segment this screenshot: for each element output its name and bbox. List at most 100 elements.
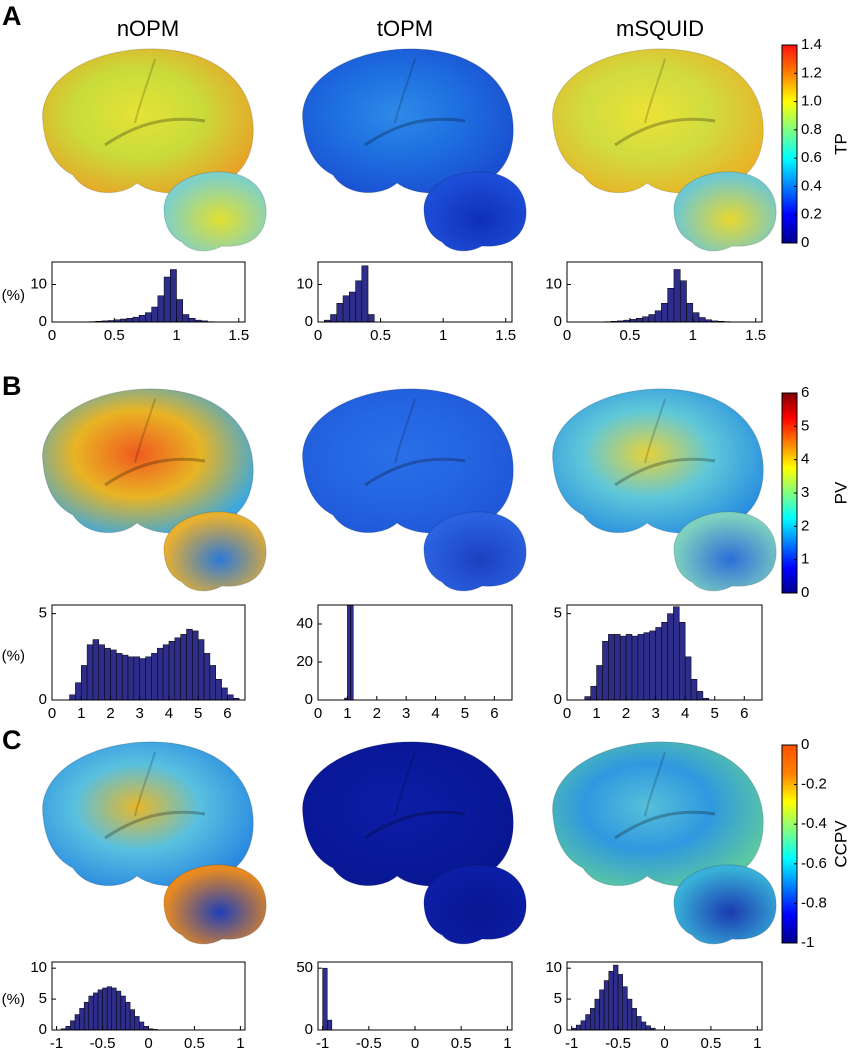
histogram-bar — [584, 696, 591, 701]
x-tick-label: 0 — [563, 705, 571, 722]
brain-medial — [163, 171, 267, 252]
histogram-bar — [69, 694, 76, 701]
y-tick-label: 10 — [545, 959, 562, 976]
histogram-bar — [654, 310, 662, 323]
x-tick-label: 6 — [223, 705, 231, 722]
x-tick-label: 0.5 — [104, 327, 125, 344]
colorbar-label: TP — [831, 133, 850, 155]
histogram-bar — [145, 312, 152, 323]
histogram-bar — [342, 295, 350, 323]
brain-sulcus — [614, 810, 716, 840]
x-tick-label: 6 — [740, 705, 748, 722]
brain-sulcus — [134, 398, 156, 464]
brain — [552, 388, 777, 592]
axis-frame — [51, 261, 246, 323]
histogram-bar — [102, 987, 108, 1031]
histogram-bar — [661, 303, 668, 323]
x-tick-label: 0 — [314, 705, 322, 722]
histogram-bar — [627, 998, 633, 1031]
histogram-bar — [643, 632, 650, 701]
axis-frame — [566, 604, 763, 701]
histogram-bar — [631, 1008, 637, 1031]
y-tick-label: 5 — [39, 990, 47, 1007]
colorbar-tick-label: 0 — [801, 736, 809, 753]
y-axis-label: (%) — [2, 647, 25, 664]
histogram-bar — [636, 1016, 642, 1031]
brain-sulcus — [104, 810, 206, 840]
y-tick-label: 40 — [296, 615, 313, 632]
panel-label: C — [2, 725, 22, 755]
histogram-bar — [106, 986, 112, 1031]
histogram-bar — [111, 987, 117, 1031]
y-tick-label: 5 — [554, 990, 562, 1007]
brain-medial — [423, 171, 527, 252]
x-tick-label: 2 — [106, 705, 114, 722]
x-tick-label: -1 — [50, 1035, 63, 1050]
panel-label: B — [2, 371, 22, 401]
histogram-bar — [188, 318, 196, 323]
histogram-bar — [121, 654, 129, 701]
x-tick-label: 0 — [48, 705, 56, 722]
x-tick-label: 2 — [373, 705, 381, 722]
histogram-bar — [139, 658, 146, 701]
y-tick-label: 10 — [30, 959, 47, 976]
brain-sulcus — [364, 457, 466, 487]
histogram-bar — [349, 291, 356, 323]
x-tick-label: 5 — [711, 705, 719, 722]
x-tick-label: 0.5 — [184, 1035, 205, 1050]
x-tick-label: 6 — [490, 705, 498, 722]
histogram-bar — [350, 604, 354, 701]
brain — [302, 48, 527, 252]
histogram-bar — [86, 644, 94, 701]
x-tick-label: 3 — [402, 705, 410, 722]
column-title: mSQUID — [616, 16, 704, 41]
histogram-bar — [679, 280, 687, 323]
x-tick-label: 1 — [753, 1035, 761, 1050]
histogram-bar — [209, 665, 217, 701]
histogram-bar — [602, 641, 609, 701]
y-tick-label: 0 — [39, 313, 47, 330]
y-tick-label: 0 — [554, 691, 562, 708]
y-tick-label: 10 — [296, 275, 313, 292]
histogram-bar — [635, 318, 643, 323]
colorbar-tick-label: 3 — [801, 484, 809, 501]
histogram-bar — [326, 1019, 333, 1031]
x-tick-label: -0.5 — [90, 1035, 116, 1050]
x-tick-label: 4 — [431, 705, 439, 722]
histogram-bar — [590, 685, 597, 701]
x-tick-label: 1 — [77, 705, 85, 722]
x-tick-label: 1.5 — [228, 327, 249, 344]
histogram-bar — [589, 1008, 596, 1031]
histogram-bar — [631, 635, 639, 701]
y-tick-label: 0 — [554, 1021, 562, 1038]
axis-frame — [317, 961, 513, 1031]
x-tick-label: 0 — [314, 327, 322, 344]
histogram-bar — [151, 306, 159, 323]
colorbar-tick-label: -0.8 — [801, 894, 827, 911]
colorbar-tick-label: 0.8 — [801, 121, 822, 138]
histogram-bar — [83, 1001, 90, 1031]
brain-medial — [163, 864, 267, 945]
histogram-bar — [162, 644, 170, 701]
histogram-bar — [690, 679, 698, 701]
histogram-bar — [98, 644, 105, 701]
colorbar-label: PV — [831, 481, 850, 504]
histogram-bar — [80, 665, 88, 701]
y-tick-label: 0 — [305, 313, 313, 330]
histogram-bar — [138, 315, 146, 323]
brain — [302, 741, 527, 945]
brain-sulcus — [644, 398, 666, 464]
brain-medial — [423, 864, 527, 945]
y-tick-label: 0 — [305, 691, 313, 708]
histogram-bar — [684, 656, 692, 701]
histogram-bar — [667, 288, 675, 323]
histogram-bar — [75, 682, 82, 701]
histogram-bar — [182, 314, 190, 323]
histogram-bar — [361, 265, 369, 323]
colorbar-tick-label: 0.4 — [801, 177, 822, 194]
histogram-bar — [133, 656, 140, 701]
histogram-bar — [673, 606, 680, 701]
histogram-bar — [180, 634, 187, 701]
histogram-bar — [608, 634, 615, 701]
histogram-bar — [151, 653, 158, 701]
